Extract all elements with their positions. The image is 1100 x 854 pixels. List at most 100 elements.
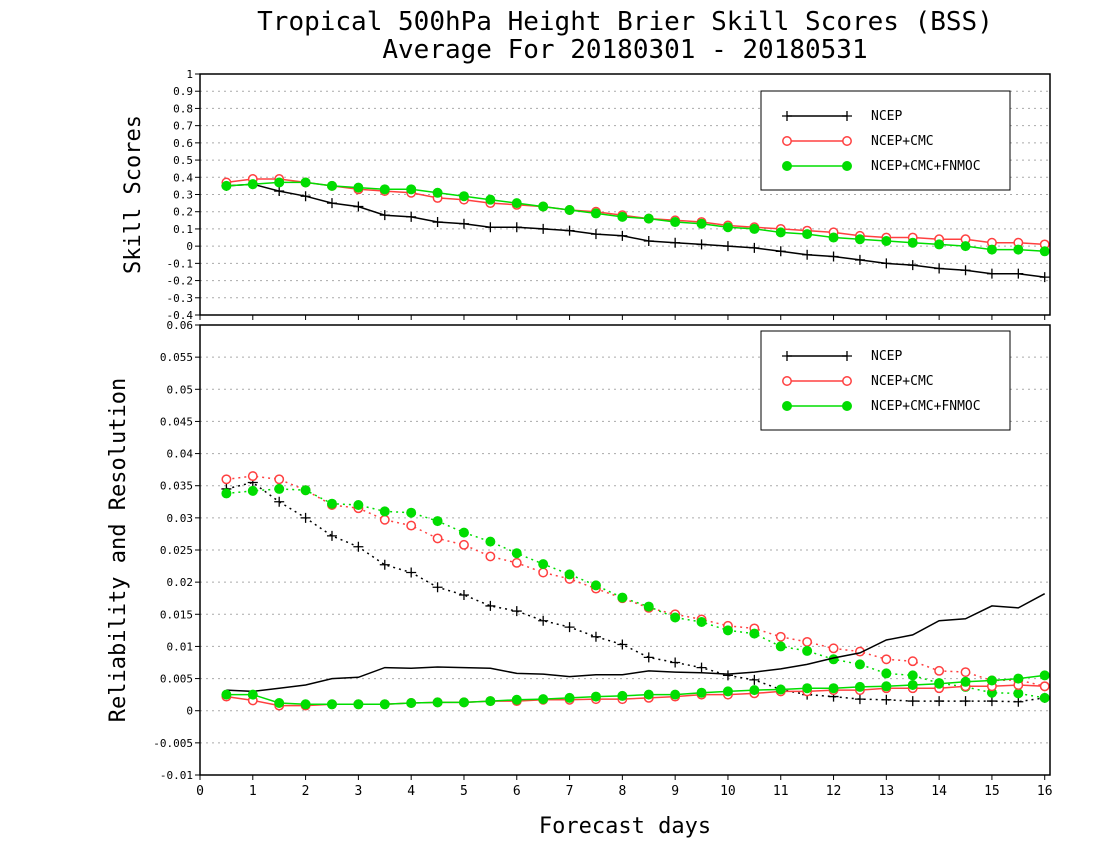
- legend-label: NCEP+CMC+FNMOC: [871, 399, 981, 414]
- data-point: [986, 244, 997, 255]
- data-point: [617, 230, 628, 241]
- data-point: [458, 590, 469, 600]
- data-point: [485, 600, 496, 611]
- y-tick-label: 0.05: [167, 383, 194, 396]
- y-tick-label: 0: [186, 240, 193, 253]
- y-tick-label: 0.06: [167, 319, 194, 332]
- y-tick-label: 0: [186, 705, 193, 718]
- legend-marker: [782, 351, 792, 361]
- data-point: [326, 699, 337, 710]
- data-point: [670, 217, 681, 228]
- y-tick-label: -0.4: [167, 309, 194, 322]
- data-point: [564, 225, 575, 236]
- panel-2: -0.01 -0.005 0 0.005 0.01 0.015 0.02 0.025 0.03 0…: [106, 319, 1053, 799]
- legend-marker: [782, 161, 792, 171]
- x-tick-label: 14: [931, 784, 947, 799]
- data-point: [300, 512, 311, 523]
- y-tick-label: -0.005: [153, 737, 193, 750]
- data-point: [643, 235, 654, 246]
- data-point: [696, 617, 707, 627]
- data-point: [485, 222, 496, 233]
- data-point: [564, 204, 575, 215]
- data-point: [538, 201, 549, 212]
- data-point: [854, 254, 865, 265]
- legend-marker: [782, 401, 792, 411]
- plot-frame: [199, 324, 1051, 776]
- series-1: [221, 477, 1050, 707]
- data-point: [432, 187, 443, 198]
- data-point: [881, 681, 892, 692]
- data-point: [775, 641, 786, 652]
- y-tick-label: -0.2: [167, 275, 194, 288]
- data-point: [643, 213, 654, 224]
- data-point: [432, 697, 443, 708]
- y-tick-label: 0.2: [173, 206, 193, 219]
- x-tick-label: 16: [1037, 784, 1053, 799]
- series-line: [226, 475, 1045, 688]
- y-tick-label: 0.055: [160, 351, 193, 364]
- data-point: [617, 690, 628, 701]
- data-point: [274, 698, 285, 708]
- y-tick-label: -0.1: [167, 257, 194, 270]
- y-tick-label: 0.015: [160, 608, 193, 621]
- data-point: [1013, 673, 1024, 684]
- y-tick-label: 0.025: [160, 544, 193, 557]
- data-point: [274, 177, 285, 188]
- data-point: [511, 694, 522, 705]
- data-point: [881, 654, 892, 665]
- y-tick-label: 0.7: [173, 120, 193, 133]
- data-point: [907, 260, 918, 271]
- data-point: [1039, 670, 1050, 681]
- data-point: [986, 696, 997, 707]
- x-tick-label: 10: [720, 784, 736, 799]
- legend-marker: [782, 111, 792, 121]
- x-tick-label: 6: [513, 784, 521, 799]
- data-point: [722, 686, 733, 697]
- data-point: [353, 541, 364, 552]
- legend: NCEP NCEP+CMC NCEP+CMC+FNMOC: [760, 330, 1011, 431]
- legend-marker: [782, 376, 792, 386]
- data-point: [379, 514, 390, 525]
- series-2: [221, 471, 1050, 692]
- series-1: [221, 179, 1050, 283]
- y-tick-label: -0.01: [160, 769, 193, 782]
- data-point: [722, 625, 733, 636]
- data-point: [353, 182, 364, 193]
- data-point: [458, 527, 469, 538]
- data-point: [722, 222, 733, 233]
- data-point: [802, 636, 813, 647]
- y-tick-label: 0.02: [167, 576, 194, 589]
- x-tick-label: 12: [826, 784, 842, 799]
- data-point: [485, 696, 496, 707]
- data-point: [775, 227, 786, 238]
- data-point: [617, 211, 628, 222]
- series-4: [226, 593, 1046, 693]
- data-point: [485, 536, 496, 547]
- data-point: [538, 694, 549, 705]
- data-point: [590, 580, 601, 591]
- data-point: [221, 488, 232, 499]
- data-point: [458, 191, 469, 202]
- data-point: [960, 696, 971, 707]
- data-point: [511, 222, 522, 233]
- legend-marker: [842, 401, 852, 411]
- x-tick-label: 13: [879, 784, 895, 799]
- legend-item: NCEP+CMC+FNMOC: [782, 399, 981, 414]
- data-point: [960, 676, 971, 687]
- series-3: [221, 177, 1050, 257]
- plot-layer: -0.4 -0.3 -0.2 -0.1 0 0.1 0.2 0.3 0.4 0.5 0.6 0.7 0.…: [106, 68, 1053, 799]
- data-point: [854, 234, 865, 245]
- data-point: [406, 184, 417, 195]
- data-point: [432, 516, 443, 527]
- data-point: [274, 474, 285, 485]
- series-line: [226, 674, 1045, 706]
- data-point: [247, 689, 258, 700]
- data-point: [617, 639, 628, 650]
- data-point: [1039, 272, 1050, 283]
- data-point: [459, 539, 469, 550]
- data-point: [722, 670, 733, 681]
- y-tick-label: 0.005: [160, 673, 193, 686]
- data-point: [247, 471, 258, 482]
